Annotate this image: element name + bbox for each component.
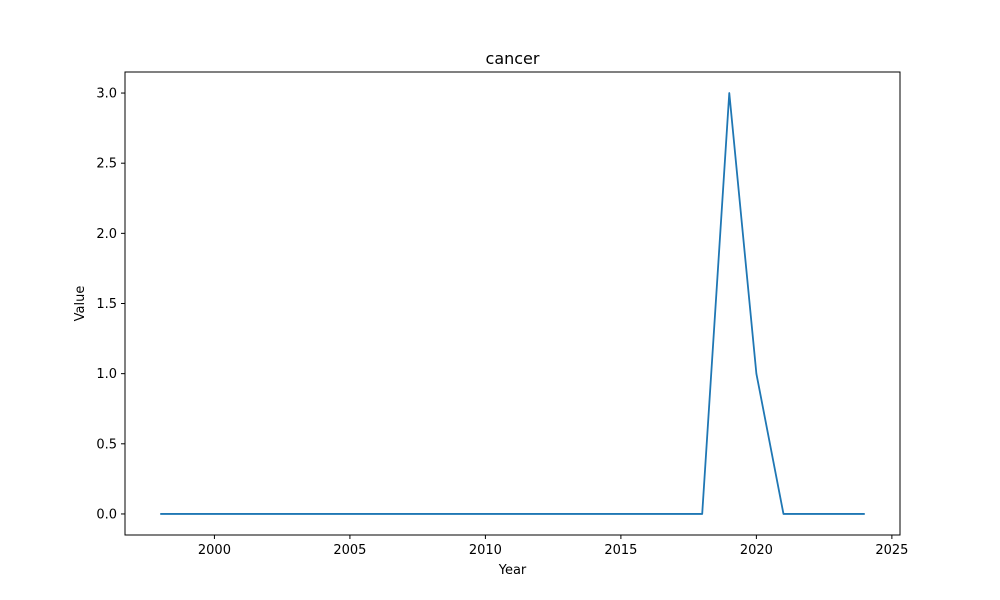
y-tick-label: 1.5 [96, 297, 117, 312]
x-tick-label: 2015 [604, 543, 637, 558]
x-tick-label: 2000 [198, 543, 231, 558]
series-line [160, 92, 865, 515]
y-axis: 0.0 0.5 1.0 1.5 2.0 2.5 3.0 [96, 87, 125, 522]
plot-area [160, 92, 865, 515]
x-axis: 2000 2005 2010 2015 2020 2025 [198, 535, 908, 558]
x-tick-label: 2010 [469, 543, 502, 558]
y-tick-label: 0.0 [96, 507, 117, 522]
x-tick-label: 2025 [875, 543, 908, 558]
x-tick-label: 2020 [740, 543, 773, 558]
y-axis-label: Value [73, 286, 88, 322]
y-tick-label: 2.0 [96, 227, 117, 242]
y-tick-label: 0.5 [96, 437, 117, 452]
x-tick-label: 2005 [333, 543, 366, 558]
y-tick-label: 3.0 [96, 87, 117, 102]
y-tick-label: 2.5 [96, 157, 117, 172]
x-axis-label: Year [498, 563, 527, 578]
chart-title: cancer [486, 49, 540, 68]
y-tick-label: 1.0 [96, 367, 117, 382]
